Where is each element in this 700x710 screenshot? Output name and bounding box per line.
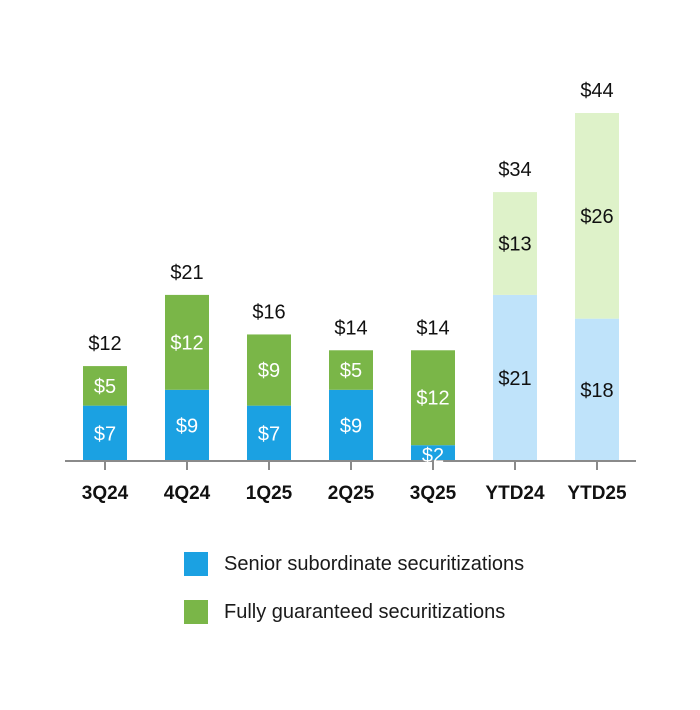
label-senior-ytd25: $18	[580, 380, 613, 402]
label-total-1q25: $16	[252, 301, 285, 323]
label-total-3q25: $14	[416, 317, 449, 339]
label-guaranteed-ytd25: $26	[580, 206, 613, 228]
bar-guaranteed-4q24	[165, 294, 209, 390]
x-label-4q24: 4Q24	[164, 483, 211, 504]
label-senior-3q24: $7	[94, 423, 116, 445]
label-guaranteed-3q25: $12	[416, 388, 449, 410]
bar-senior-1q25	[247, 405, 291, 461]
bar-senior-3q25	[411, 445, 455, 461]
bar-guaranteed-2q25	[329, 350, 373, 390]
labels-group: $7 $5 $12 3Q24 $9 $12 $21 4Q24 $7 $9 $16 1Q25 $9 $5 $1…	[82, 80, 627, 504]
bar-senior-2q25	[329, 389, 373, 461]
x-label-ytd25: YTD25	[567, 483, 627, 504]
x-label-3q24: 3Q24	[82, 483, 129, 504]
bar-senior-3q24	[83, 405, 127, 461]
bar-senior-ytd24	[493, 294, 537, 461]
label-guaranteed-ytd24: $13	[498, 234, 531, 256]
label-guaranteed-2q25: $5	[340, 360, 362, 382]
legend: Senior subordinate securitizations Fully…	[184, 548, 524, 644]
bar-guaranteed-ytd24	[493, 192, 537, 295]
label-guaranteed-3q24: $5	[94, 376, 116, 398]
bar-guaranteed-ytd25	[575, 113, 619, 319]
x-label-1q25: 1Q25	[246, 483, 293, 504]
bar-guaranteed-3q24	[83, 366, 127, 406]
bar-senior-ytd25	[575, 318, 619, 461]
label-total-2q25: $14	[334, 317, 367, 339]
label-senior-3q25: $2	[422, 445, 444, 467]
label-senior-2q25: $9	[340, 415, 362, 437]
bar-guaranteed-1q25	[247, 334, 291, 406]
label-total-ytd24: $34	[498, 159, 531, 181]
label-senior-ytd24: $21	[498, 368, 531, 390]
label-senior-4q24: $9	[176, 415, 198, 437]
legend-label-guaranteed: Fully guaranteed securitizations	[224, 600, 506, 623]
x-label-3q25: 3Q25	[410, 483, 457, 504]
label-total-ytd25: $44	[580, 80, 613, 102]
bars-group	[83, 113, 619, 461]
legend-swatch-senior	[184, 552, 208, 576]
legend-item-guaranteed: Fully guaranteed securitizations	[184, 596, 524, 628]
legend-item-senior: Senior subordinate securitizations	[184, 548, 524, 580]
x-label-2q25: 2Q25	[328, 483, 375, 504]
bar-senior-4q24	[165, 389, 209, 461]
label-guaranteed-1q25: $9	[258, 360, 280, 382]
x-ticks-group	[104, 461, 598, 470]
bar-guaranteed-3q25	[411, 350, 455, 446]
legend-swatch-guaranteed	[184, 600, 208, 624]
legend-label-senior: Senior subordinate securitizations	[224, 552, 525, 575]
label-total-3q24: $12	[88, 333, 121, 355]
label-senior-1q25: $7	[258, 423, 280, 445]
x-label-ytd24: YTD24	[485, 483, 545, 504]
label-total-4q24: $21	[170, 262, 203, 284]
label-guaranteed-4q24: $12	[170, 332, 203, 354]
